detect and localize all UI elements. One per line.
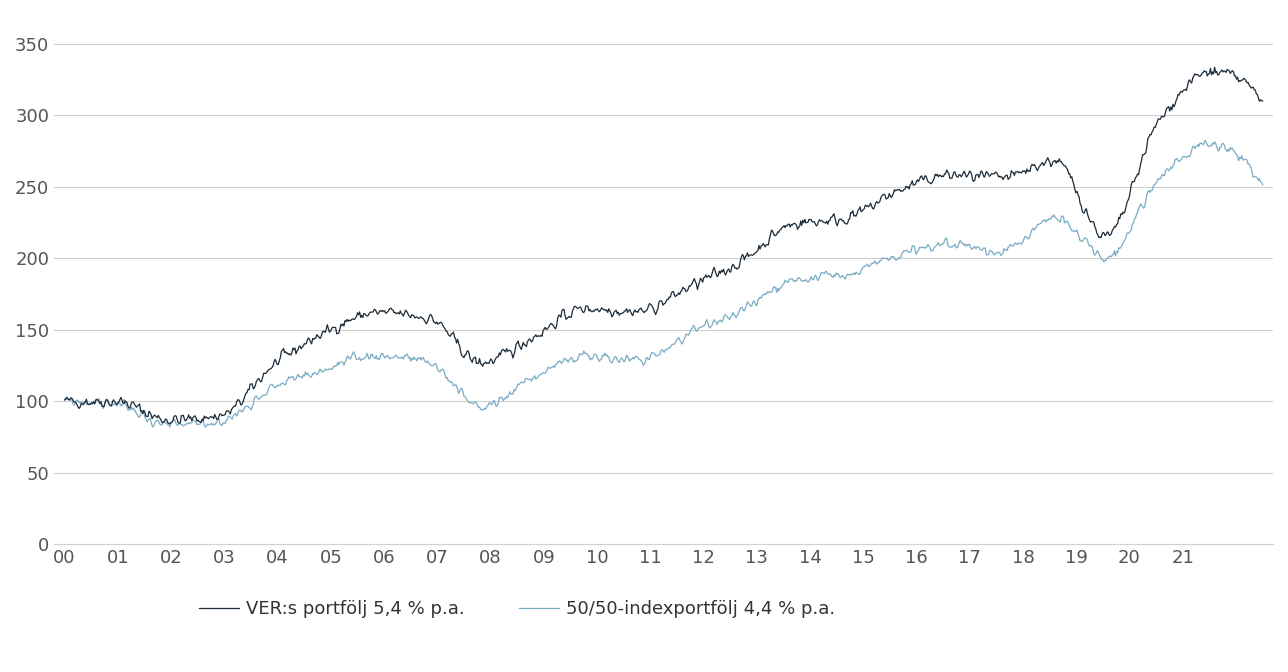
VER:s portfölj 5,4 % p.a.	[353, 313, 368, 321]
VER:s portfölj 5,4 % p.a.	[267, 358, 282, 366]
VER:s portfölj 5,4 % p.a.	[1207, 63, 1222, 71]
Line: 50/50-indexportfölj 4,4 % p.a.: 50/50-indexportfölj 4,4 % p.a.	[64, 140, 1262, 427]
VER:s portfölj 5,4 % p.a.	[954, 171, 970, 179]
50/50-indexportfölj 4,4 % p.a.	[353, 357, 368, 365]
VER:s portfölj 5,4 % p.a.	[1255, 97, 1270, 105]
VER:s portfölj 5,4 % p.a.	[1200, 70, 1216, 78]
50/50-indexportfölj 4,4 % p.a.	[1255, 181, 1270, 189]
50/50-indexportfölj 4,4 % p.a.	[1202, 142, 1217, 151]
Line: VER:s portfölj 5,4 % p.a.: VER:s portfölj 5,4 % p.a.	[64, 67, 1262, 423]
VER:s portfölj 5,4 % p.a.	[57, 396, 72, 404]
50/50-indexportfölj 4,4 % p.a.	[93, 397, 108, 405]
50/50-indexportfölj 4,4 % p.a.	[162, 423, 178, 431]
VER:s portfölj 5,4 % p.a.	[162, 419, 178, 427]
VER:s portfölj 5,4 % p.a.	[93, 400, 108, 408]
50/50-indexportfölj 4,4 % p.a.	[57, 395, 72, 403]
50/50-indexportfölj 4,4 % p.a.	[954, 240, 970, 248]
50/50-indexportfölj 4,4 % p.a.	[569, 356, 585, 364]
50/50-indexportfölj 4,4 % p.a.	[1198, 136, 1213, 144]
VER:s portfölj 5,4 % p.a.	[569, 304, 585, 312]
50/50-indexportfölj 4,4 % p.a.	[267, 383, 282, 391]
Legend: VER:s portfölj 5,4 % p.a., 50/50-indexportfölj 4,4 % p.a.: VER:s portfölj 5,4 % p.a., 50/50-indexpo…	[192, 593, 842, 626]
